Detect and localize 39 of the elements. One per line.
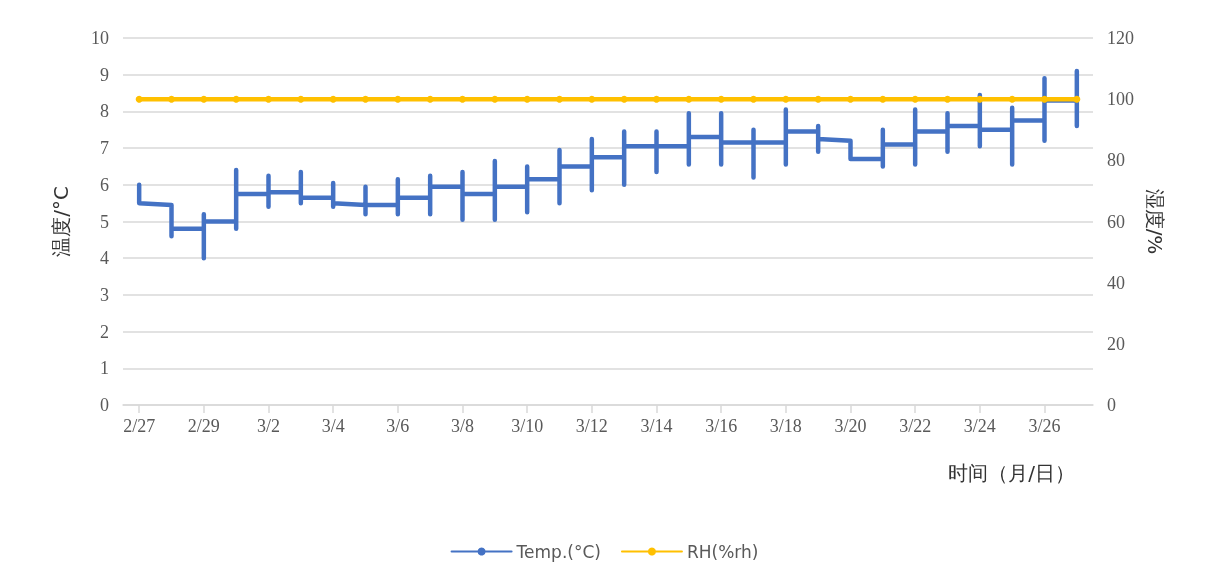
y-tick-label: 2 <box>100 321 109 342</box>
y-tick-label: 10 <box>91 28 109 48</box>
y-tick-label: 1 <box>100 358 109 379</box>
x-tick-label: 3/8 <box>450 416 475 436</box>
x-tick-label: 3/12 <box>575 416 608 436</box>
y-tick-label: 4 <box>100 248 109 269</box>
y-tick-label: 3 <box>100 284 109 305</box>
x-tick-label: 3/18 <box>769 416 802 436</box>
x-tick-label: 3/6 <box>386 416 410 436</box>
x-tick-label: 3/2 <box>256 416 281 436</box>
y2-tick-label: 120 <box>1107 28 1134 48</box>
y-tick-label: 5 <box>100 211 109 232</box>
x-tick-label: 3/16 <box>705 416 738 436</box>
x-tick-label: 3/20 <box>834 416 867 436</box>
y2-tick-label: 40 <box>1107 272 1125 293</box>
line-series <box>136 68 1080 261</box>
y-tick-label: 6 <box>100 174 109 195</box>
y2-tick-label: 80 <box>1107 150 1125 171</box>
y-axis-title: 温度/°C <box>49 186 73 257</box>
y-tick-label: 7 <box>100 138 109 159</box>
x-tick-label: 3/4 <box>321 416 345 436</box>
y2-tick-label: 100 <box>1107 89 1134 110</box>
x-tick-label: 3/26 <box>1028 416 1061 436</box>
y-tick-label: 8 <box>100 101 109 122</box>
y2-tick-label: 20 <box>1107 333 1125 354</box>
y-tick-label: 0 <box>100 395 109 415</box>
y2-axis-title: 湿度/% <box>1142 188 1167 255</box>
x-tick-label: 3/24 <box>963 416 996 436</box>
x-tick-label: 2/29 <box>187 416 220 436</box>
x-tick-label: 3/10 <box>511 416 544 436</box>
y2-tick-label: 0 <box>1107 395 1116 415</box>
legend-label: RH(%rh) <box>686 541 759 562</box>
x-tick-label: 3/22 <box>899 416 932 436</box>
x-tick-label: 2/27 <box>123 416 156 436</box>
y2-tick-label: 60 <box>1107 211 1125 232</box>
legend-label: Temp.(°C) <box>515 541 601 562</box>
x-axis-title: 时间（月/日） <box>948 461 1076 485</box>
x-tick-label: 3/14 <box>640 416 673 436</box>
y-tick-label: 9 <box>100 64 109 85</box>
